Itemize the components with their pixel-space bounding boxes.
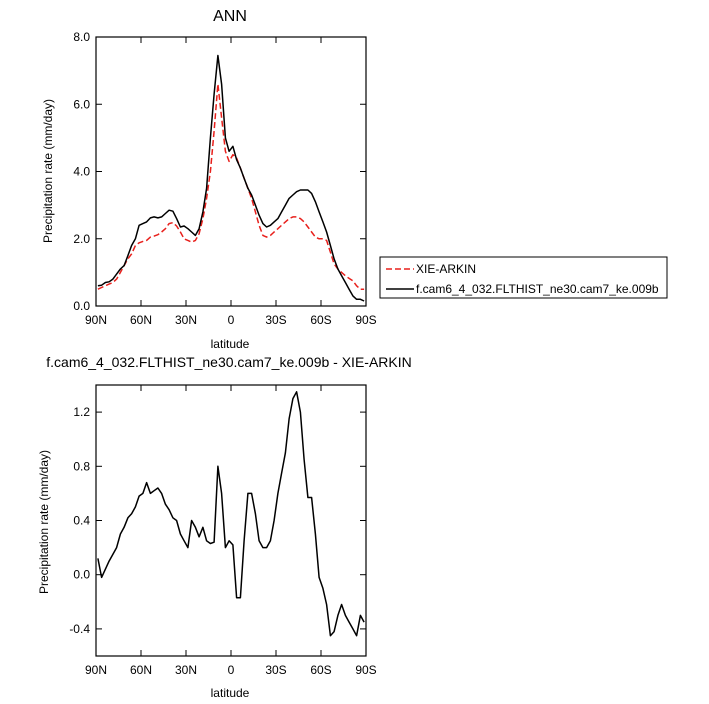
bottom-chart: f.cam6_4_032.FLTHIST_ne30.cam7_ke.009b -… — [37, 354, 412, 700]
legend-label-xie-arkin: XIE-ARKIN — [416, 262, 476, 276]
bottom-y-tick-label: 0.4 — [73, 514, 90, 528]
top-legend: XIE-ARKIN f.cam6_4_032.FLTHIST_ne30.cam7… — [379, 256, 668, 299]
bottom-series-line-0 — [97, 391, 365, 637]
bottom-x-tick-label: 60S — [310, 663, 331, 677]
top-plot-area: 90N 60N 30N 0 30S 60S 90S 0.0 2.0 4.0 6.0 8.0 — [73, 30, 376, 327]
bottom-x-tick-label: 0 — [228, 663, 235, 677]
bottom-x-tick-label: 90N — [85, 663, 107, 677]
bottom-y-tick-label: -0.4 — [69, 622, 90, 636]
top-x-tick-label: 30N — [175, 313, 197, 327]
bottom-axes-frame — [95, 384, 367, 657]
top-x-axis-label: latitude — [211, 337, 250, 351]
top-y-tick-label: 0.0 — [73, 299, 90, 313]
bottom-y-axis-label: Precipitation rate (mm/day) — [37, 450, 51, 594]
top-y-axis-label: Precipitation rate (mm/day) — [41, 99, 55, 243]
bottom-y-tick-label: 0.8 — [73, 459, 90, 473]
top-series-line-1 — [97, 54, 365, 302]
legend-label-model: f.cam6_4_032.FLTHIST_ne30.cam7_ke.009b — [416, 282, 659, 296]
top-x-tick-label: 90S — [355, 313, 376, 327]
bottom-y-tick-label: 0.0 — [73, 568, 90, 582]
bottom-x-tick-label: 60N — [130, 663, 152, 677]
top-y-tick-label: 4.0 — [73, 165, 90, 179]
bottom-x-axis-label: latitude — [211, 686, 250, 700]
bottom-chart-title: f.cam6_4_032.FLTHIST_ne30.cam7_ke.009b -… — [46, 354, 411, 370]
top-series-line-0 — [97, 83, 365, 290]
bottom-y-tick-label: 1.2 — [73, 405, 90, 419]
top-chart-title: ANN — [213, 8, 247, 25]
bottom-x-tick-label: 90S — [355, 663, 376, 677]
top-x-tick-label: 60N — [130, 313, 152, 327]
top-chart: ANN 90N 60N 30N 0 30S 60S 90S 0.0 2.0 4.0 6.0 8.0 l… — [41, 8, 668, 351]
bottom-plot-area: 90N 60N 30N 0 30S 60S 90S -0.4 0.0 0.4 0.8 1.2 — [69, 384, 377, 677]
top-y-tick-label: 8.0 — [73, 30, 90, 44]
legend-frame — [379, 256, 668, 299]
top-axes-frame — [95, 36, 367, 307]
top-x-tick-label: 0 — [228, 313, 235, 327]
top-x-tick-label: 30S — [265, 313, 286, 327]
top-x-tick-label: 90N — [85, 313, 107, 327]
top-x-tick-label: 60S — [310, 313, 331, 327]
bottom-x-tick-label: 30S — [265, 663, 286, 677]
top-y-tick-label: 2.0 — [73, 232, 90, 246]
bottom-x-tick-label: 30N — [175, 663, 197, 677]
top-y-tick-label: 6.0 — [73, 97, 90, 111]
